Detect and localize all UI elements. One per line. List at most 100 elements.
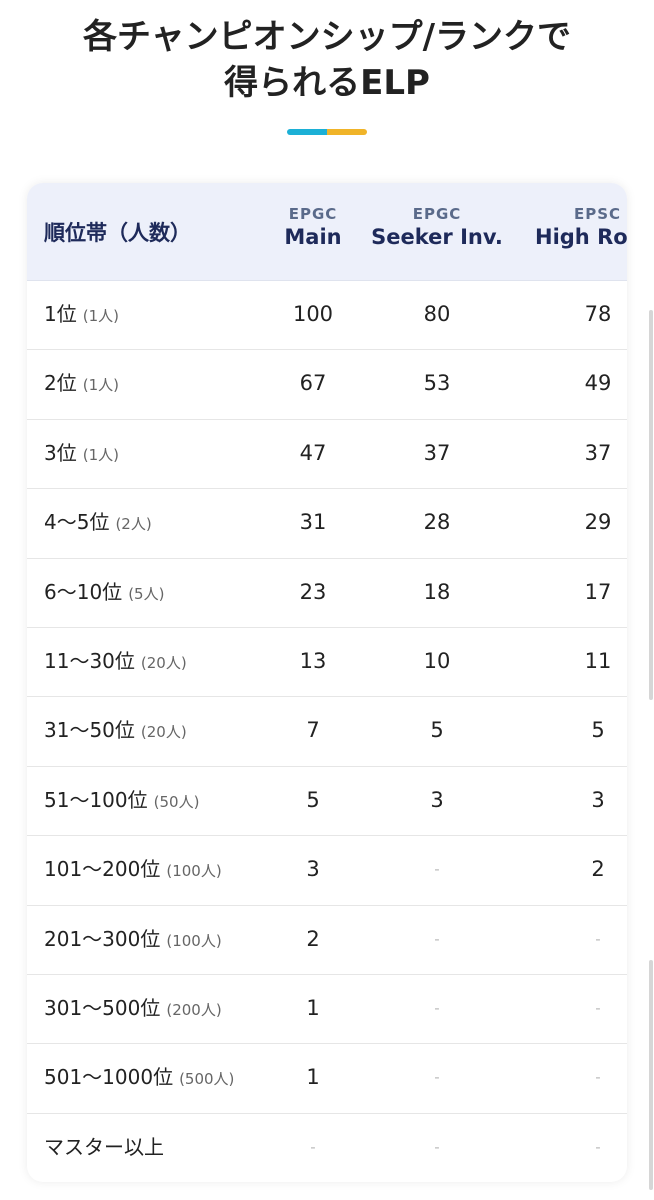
rank-cell: 1位 (1人) xyxy=(44,280,119,351)
value-cell: 49 xyxy=(584,371,612,396)
title-line: 各チャンピオンシップ/ランクで xyxy=(82,17,572,57)
table-row: 6〜10位 (5人) 23 18 17 xyxy=(27,558,627,628)
accent-bar xyxy=(287,129,367,135)
count-label: (5人) xyxy=(128,584,165,603)
rank-cell: 6〜10位 (5人) xyxy=(44,558,164,629)
rank-label: 31〜50位 xyxy=(44,718,135,743)
table-row: 31〜50位 (20人) 7 5 5 xyxy=(27,696,627,767)
value-cell: - xyxy=(595,929,601,948)
column-tag: EPSC xyxy=(574,205,622,223)
count-label: (200人) xyxy=(166,1001,222,1019)
count-label: (100人) xyxy=(166,862,222,881)
column-tag: EPGC xyxy=(412,205,462,223)
table-row: 501〜1000位 (500人) 1 - - xyxy=(27,1043,627,1114)
value-cell: 47 xyxy=(299,440,327,465)
value-cell: 13 xyxy=(299,649,327,673)
value-cell: 37 xyxy=(584,440,612,465)
count-label: (50人) xyxy=(153,792,200,811)
count-label: (2人) xyxy=(115,515,152,534)
table-row: マスター以上 - - - xyxy=(27,1113,627,1182)
value-cell: 78 xyxy=(584,302,612,326)
rank-cell: 201〜300位 (100人) xyxy=(44,905,222,976)
rank-cell: 101〜200位 (100人) xyxy=(44,835,222,906)
value-cell: - xyxy=(434,999,440,1017)
value-cell: 53 xyxy=(423,371,451,396)
value-cell: 5 xyxy=(591,718,605,743)
rank-label: 51〜100位 xyxy=(44,787,148,812)
rank-cell: 3位 (1人) xyxy=(44,419,119,490)
value-cell: 67 xyxy=(299,371,327,396)
rank-label: 301〜500位 xyxy=(44,996,161,1020)
rank-cell: 501〜1000位 (500人) xyxy=(44,1043,234,1114)
value-cell: 23 xyxy=(299,579,327,604)
table-row: 11〜30位 (20人) 13 10 11 xyxy=(27,627,627,698)
count-label: (20人) xyxy=(140,723,187,742)
value-cell: - xyxy=(434,1068,440,1087)
value-cell: - xyxy=(434,1137,440,1156)
count-label: (1人) xyxy=(82,307,119,325)
value-cell: 3 xyxy=(591,787,605,812)
count-label: (100人) xyxy=(166,931,222,950)
column-header: EPGC Seeker Inv. xyxy=(357,205,517,249)
value-cell: 37 xyxy=(423,440,451,465)
table-row: 301〜500位 (200人) 1 - - xyxy=(27,974,627,1045)
value-cell: 80 xyxy=(423,302,451,326)
rank-cell: 31〜50位 (20人) xyxy=(44,696,187,767)
count-label: (20人) xyxy=(140,654,187,672)
value-cell: 7 xyxy=(306,718,320,743)
value-cell: - xyxy=(595,999,601,1017)
rank-label: マスター以上 xyxy=(44,1134,164,1159)
value-cell: 18 xyxy=(423,579,451,604)
column-header: EPSC High Roller xyxy=(535,205,627,249)
rank-label: 4〜5位 xyxy=(44,510,110,535)
table-card[interactable]: 順位帯（人数） EPGC Main EPGC Seeker Inv. EPSC High … xyxy=(27,183,627,1182)
value-cell: 1 xyxy=(306,996,320,1020)
rank-label: 101〜200位 xyxy=(44,857,161,882)
table-row: 51〜100位 (50人) 5 3 3 xyxy=(27,766,627,837)
rank-label: 2位 xyxy=(44,371,77,396)
table-row: 3位 (1人) 47 37 37 xyxy=(27,419,627,490)
value-cell: 100 xyxy=(292,302,334,326)
value-cell: 1 xyxy=(306,1065,320,1090)
page-title: 各チャンピオンシップ/ランクで 得られるELP xyxy=(0,14,654,106)
value-cell: 2 xyxy=(591,857,605,882)
column-name: Seeker Inv. xyxy=(371,225,503,249)
value-cell: 28 xyxy=(423,510,451,535)
column-tag: EPGC xyxy=(288,205,338,223)
value-cell: 17 xyxy=(584,579,612,604)
table-header: 順位帯（人数） EPGC Main EPGC Seeker Inv. EPSC High … xyxy=(27,183,627,281)
rank-cell: 301〜500位 (200人) xyxy=(44,974,222,1045)
value-cell: 5 xyxy=(430,718,444,743)
rank-cell: 11〜30位 (20人) xyxy=(44,627,187,698)
value-cell: 5 xyxy=(306,787,320,812)
scrollbar xyxy=(649,310,653,700)
value-cell: 11 xyxy=(584,649,612,673)
table-row: 4〜5位 (2人) 31 28 29 xyxy=(27,488,627,559)
table-row: 201〜300位 (100人) 2 - - xyxy=(27,905,627,975)
value-cell: 31 xyxy=(299,510,327,535)
count-label: (500人) xyxy=(179,1070,235,1089)
table-row: 2位 (1人) 67 53 49 xyxy=(27,349,627,420)
rank-label: 6〜10位 xyxy=(44,579,123,604)
value-cell: 10 xyxy=(423,649,451,673)
table-row: 1位 (1人) 100 80 78 xyxy=(27,280,627,351)
value-cell: 2 xyxy=(306,926,320,951)
value-cell: - xyxy=(595,1137,601,1156)
rank-cell: マスター以上 xyxy=(44,1113,164,1182)
table-row: 101〜200位 (100人) 3 - 2 xyxy=(27,835,627,906)
column-name: Main xyxy=(284,225,342,249)
value-cell: - xyxy=(310,1137,316,1156)
rank-label: 501〜1000位 xyxy=(44,1065,174,1090)
column-header: EPGC Main xyxy=(233,205,393,249)
rank-label: 11〜30位 xyxy=(44,649,135,673)
value-cell: - xyxy=(434,929,440,948)
count-label: (1人) xyxy=(82,376,119,395)
rank-cell: 2位 (1人) xyxy=(44,349,119,420)
count-label: (1人) xyxy=(82,445,119,464)
value-cell: 29 xyxy=(584,510,612,535)
title-line: 得られるELP xyxy=(224,63,430,103)
rank-header: 順位帯（人数） xyxy=(44,221,191,245)
rank-label: 201〜300位 xyxy=(44,926,161,951)
column-name: High Roller xyxy=(535,225,627,249)
